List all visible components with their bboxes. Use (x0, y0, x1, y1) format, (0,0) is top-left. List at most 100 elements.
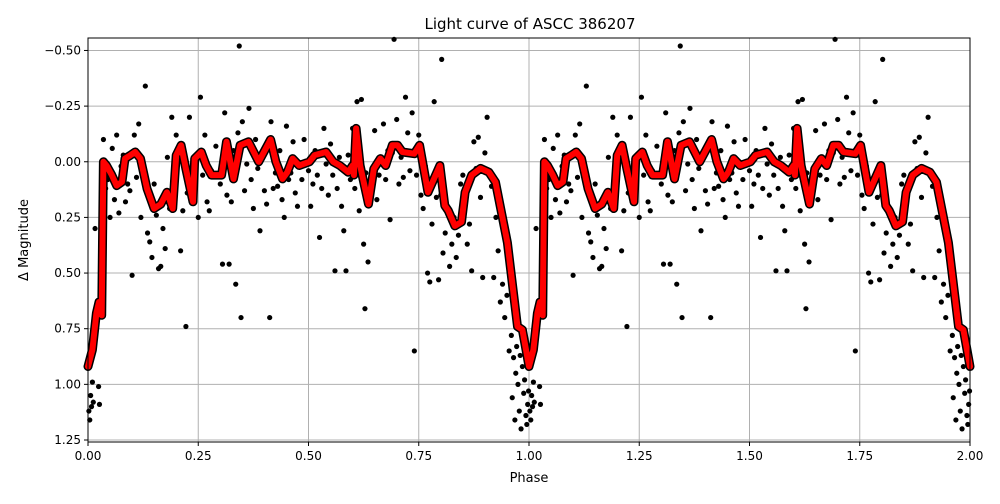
data-point (292, 190, 298, 196)
data-point (841, 174, 847, 180)
data-point (624, 323, 630, 330)
data-point (956, 381, 962, 387)
data-point (874, 194, 880, 200)
data-point (660, 261, 667, 267)
data-point (499, 281, 506, 287)
data-point (925, 114, 931, 120)
data-point (482, 150, 488, 156)
data-point (345, 152, 351, 158)
data-point (531, 399, 537, 405)
data-point (934, 214, 940, 221)
data-point (394, 116, 400, 123)
data-point (771, 172, 777, 178)
data-point (343, 268, 349, 274)
data-point (693, 136, 700, 143)
data-point (916, 134, 922, 140)
data-point (402, 94, 409, 100)
y-tick-label: −0.25 (44, 99, 81, 113)
data-point (936, 248, 942, 254)
data-point (508, 332, 514, 338)
data-point (439, 56, 445, 62)
data-point (943, 314, 949, 321)
data-point (529, 392, 535, 399)
data-point (396, 181, 402, 187)
data-point (896, 232, 903, 238)
data-point (162, 245, 168, 252)
data-point (945, 292, 951, 298)
data-point (691, 205, 697, 212)
data-point (784, 268, 790, 274)
data-point (806, 259, 812, 265)
y-tick-label: 1.00 (54, 377, 81, 391)
data-point (912, 139, 918, 145)
data-point (238, 314, 244, 321)
data-point (142, 83, 148, 89)
data-point (418, 192, 424, 198)
data-point (109, 145, 115, 152)
data-point (431, 99, 437, 105)
data-point (775, 185, 781, 192)
data-point (383, 176, 389, 183)
y-tick-label: 0.75 (54, 322, 81, 336)
data-point (336, 154, 342, 160)
data-point (682, 188, 689, 194)
data-point (484, 114, 490, 120)
data-point (910, 268, 916, 274)
x-tick-label: 0.75 (405, 449, 432, 463)
data-point (527, 408, 533, 414)
data-point (226, 261, 232, 267)
data-point (250, 205, 256, 212)
data-point (614, 132, 620, 138)
data-point (705, 201, 711, 207)
data-point (718, 148, 724, 154)
data-point (173, 132, 179, 138)
data-point (277, 148, 283, 154)
data-point (731, 139, 737, 145)
data-point (502, 314, 508, 321)
data-point (724, 123, 731, 129)
data-point (252, 136, 259, 143)
data-point (506, 348, 512, 354)
data-point (638, 94, 645, 100)
data-point (749, 203, 755, 209)
data-point (405, 130, 411, 136)
data-point (674, 281, 680, 287)
data-point (233, 281, 239, 287)
data-point (962, 390, 968, 396)
data-point (953, 417, 959, 423)
data-point (870, 221, 876, 227)
data-point (709, 119, 715, 125)
data-point (217, 181, 223, 187)
data-point (577, 121, 583, 127)
data-point (290, 139, 296, 145)
data-point (702, 188, 709, 194)
data-point (525, 401, 531, 407)
data-point (722, 214, 728, 221)
data-point (947, 348, 953, 354)
data-point (358, 96, 365, 103)
data-point (136, 121, 142, 127)
data-point (433, 194, 439, 200)
data-point (667, 261, 673, 267)
data-point (372, 127, 378, 134)
data-point (846, 130, 852, 136)
data-point (90, 399, 96, 405)
data-point (901, 172, 907, 178)
data-point (241, 188, 248, 194)
data-point (779, 203, 786, 209)
data-point (890, 241, 896, 247)
data-point (114, 132, 120, 138)
data-point (338, 203, 345, 209)
data-point (843, 94, 850, 100)
y-axis-ticks: −0.50 −0.25 0.00 0.25 0.50 0.75 1.00 1.25 (44, 43, 88, 447)
chart-title: Light curve of ASCC 386207 (425, 15, 636, 33)
data-point (663, 110, 669, 116)
data-point (480, 274, 486, 281)
data-point (523, 412, 529, 419)
data-point (768, 141, 775, 147)
data-point (325, 192, 331, 198)
data-point (665, 192, 671, 198)
data-point (610, 114, 616, 120)
data-point (555, 132, 561, 138)
y-tick-label: 0.50 (54, 266, 81, 280)
